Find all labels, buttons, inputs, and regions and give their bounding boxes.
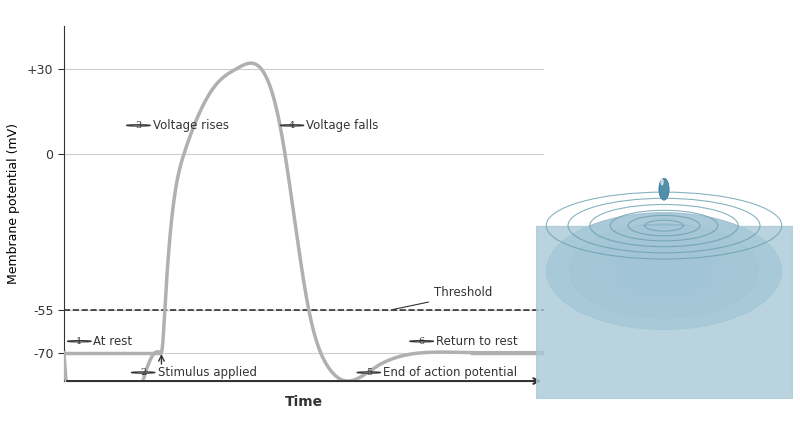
Ellipse shape xyxy=(546,213,782,330)
Text: 5: 5 xyxy=(366,368,372,377)
Circle shape xyxy=(410,341,434,342)
Circle shape xyxy=(67,341,91,342)
Circle shape xyxy=(280,125,304,126)
Text: End of action potential: End of action potential xyxy=(383,366,518,379)
Text: Voltage falls: Voltage falls xyxy=(306,119,378,132)
Text: Time: Time xyxy=(285,395,323,409)
Circle shape xyxy=(357,372,381,373)
Text: Return to rest: Return to rest xyxy=(436,335,518,348)
Text: At rest: At rest xyxy=(93,335,132,348)
Ellipse shape xyxy=(570,224,758,318)
Text: Stimulus applied: Stimulus applied xyxy=(158,366,257,379)
Y-axis label: Membrane potential (mV): Membrane potential (mV) xyxy=(7,123,20,284)
Text: 1: 1 xyxy=(76,337,82,346)
Ellipse shape xyxy=(615,247,713,295)
Ellipse shape xyxy=(661,178,664,186)
Circle shape xyxy=(131,372,155,373)
Circle shape xyxy=(126,125,150,126)
Text: Threshold: Threshold xyxy=(434,286,492,299)
Text: 6: 6 xyxy=(418,337,425,346)
Text: 3: 3 xyxy=(135,121,142,130)
Text: 2: 2 xyxy=(140,368,146,377)
Ellipse shape xyxy=(659,178,669,200)
Ellipse shape xyxy=(592,236,736,307)
Text: Voltage rises: Voltage rises xyxy=(153,119,229,132)
Ellipse shape xyxy=(638,259,690,284)
Text: 4: 4 xyxy=(289,121,295,130)
